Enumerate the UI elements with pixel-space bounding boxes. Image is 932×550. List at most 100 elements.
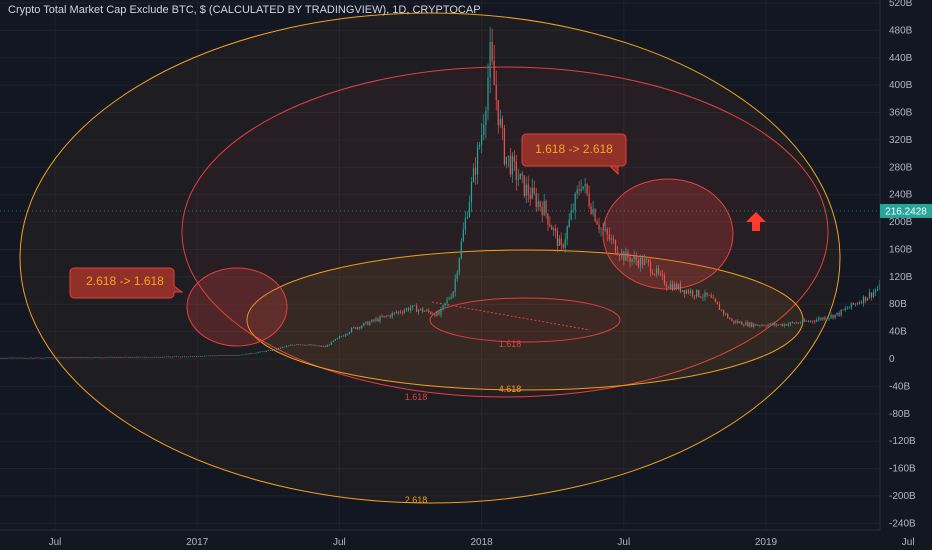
candle-body <box>462 229 464 242</box>
candle-body <box>588 193 590 207</box>
candle-body <box>596 221 598 225</box>
candle-body <box>704 292 706 298</box>
candle-body <box>446 299 448 304</box>
candle-body <box>428 310 430 312</box>
candle-body <box>144 357 146 358</box>
candle-body <box>152 356 154 358</box>
candle-body <box>164 356 166 358</box>
candle-body <box>481 135 483 145</box>
candle-body <box>661 273 664 276</box>
fib-ellipses <box>19 12 841 504</box>
candle-body <box>251 353 253 354</box>
callout-right[interactable]: 1.618 -> 2.618 <box>521 133 627 176</box>
candle-body <box>235 355 237 356</box>
candle-body <box>112 356 114 358</box>
candle-body <box>316 345 318 347</box>
candle-body <box>470 181 473 203</box>
candle-body <box>14 357 16 359</box>
candle-body <box>787 324 789 326</box>
price-axis-bg[interactable] <box>880 0 932 530</box>
candle-body <box>193 356 196 357</box>
candle-body <box>4 357 6 359</box>
callout-left[interactable]: 2.618 -> 1.618 <box>69 267 184 299</box>
candle-body <box>108 357 110 358</box>
candle-body <box>574 193 576 211</box>
candle-body <box>154 356 156 358</box>
candle-body <box>868 292 871 298</box>
candle-body <box>120 357 122 358</box>
candle-body <box>651 272 654 275</box>
candle-body <box>566 226 568 240</box>
candle-body <box>578 189 580 191</box>
candle-body <box>623 251 625 261</box>
candle-body <box>191 356 194 357</box>
candle-body <box>308 344 310 346</box>
y-tick-label: 520B <box>889 0 913 9</box>
candle-body <box>633 256 635 259</box>
candle-body <box>28 357 30 359</box>
candle-body <box>691 290 694 296</box>
y-tick-label: -40B <box>889 381 910 392</box>
candle-body <box>342 335 345 337</box>
candle-body <box>739 321 741 323</box>
candle-body <box>515 161 517 180</box>
candle-body <box>773 323 775 326</box>
candle-body <box>32 358 34 359</box>
candle-body <box>102 357 104 359</box>
callout-right-bubble <box>521 133 627 176</box>
candle-body <box>478 144 481 147</box>
candle-body <box>271 349 273 351</box>
x-tick-label: Jul <box>617 537 630 548</box>
candle-body <box>527 184 529 195</box>
candle-body <box>590 206 592 214</box>
candle-body <box>826 318 828 320</box>
candle-body <box>62 357 64 359</box>
candle-body <box>685 290 687 294</box>
candle-body <box>460 241 462 259</box>
candle-body <box>38 357 40 359</box>
candle-body <box>584 183 586 187</box>
candle-body <box>814 321 816 322</box>
candle-body <box>385 315 387 317</box>
y-tick-label: 320B <box>889 135 913 146</box>
price-axis[interactable]: 520B 480B 440B 400B 360B 320B 280B 240B 200B 160B… <box>889 0 916 529</box>
trend-line <box>431 301 591 331</box>
price-candles <box>0 26 932 359</box>
candle-body <box>142 356 144 358</box>
candle-body <box>371 319 373 322</box>
candle-body <box>476 146 479 175</box>
candle-body <box>562 244 564 248</box>
candle-body <box>659 272 662 274</box>
candle-body <box>310 344 312 346</box>
y-tick-label: -80B <box>889 409 910 420</box>
candle-body <box>872 292 875 297</box>
candle-body <box>255 352 257 354</box>
candle-body <box>625 251 627 261</box>
candle-body <box>854 303 856 305</box>
candle-body <box>665 284 668 288</box>
candle-body <box>350 328 353 333</box>
candle-body <box>521 173 523 176</box>
x-tick-label: Jul <box>49 537 62 548</box>
candle-body <box>616 252 619 255</box>
candle-body <box>2 357 4 359</box>
candle-body <box>36 357 38 359</box>
candle-body <box>700 296 702 298</box>
time-axis-bg[interactable] <box>0 530 932 550</box>
candle-body <box>698 289 700 297</box>
time-axis[interactable]: Jul2017Jul2018Jul2019Jul2020Jul2021Jul20… <box>49 537 932 548</box>
candle-body <box>156 356 158 358</box>
candle-body <box>42 357 44 359</box>
candle-body <box>747 322 749 327</box>
candle-body <box>753 324 755 327</box>
candle-body <box>160 357 162 358</box>
candle-body <box>50 357 52 359</box>
candle-body <box>712 297 714 299</box>
candle-body <box>444 303 446 306</box>
candle-body <box>876 289 879 291</box>
candle-body <box>86 357 88 358</box>
candle-body <box>533 187 535 194</box>
candle-body <box>856 303 859 305</box>
candle-body <box>239 355 241 356</box>
